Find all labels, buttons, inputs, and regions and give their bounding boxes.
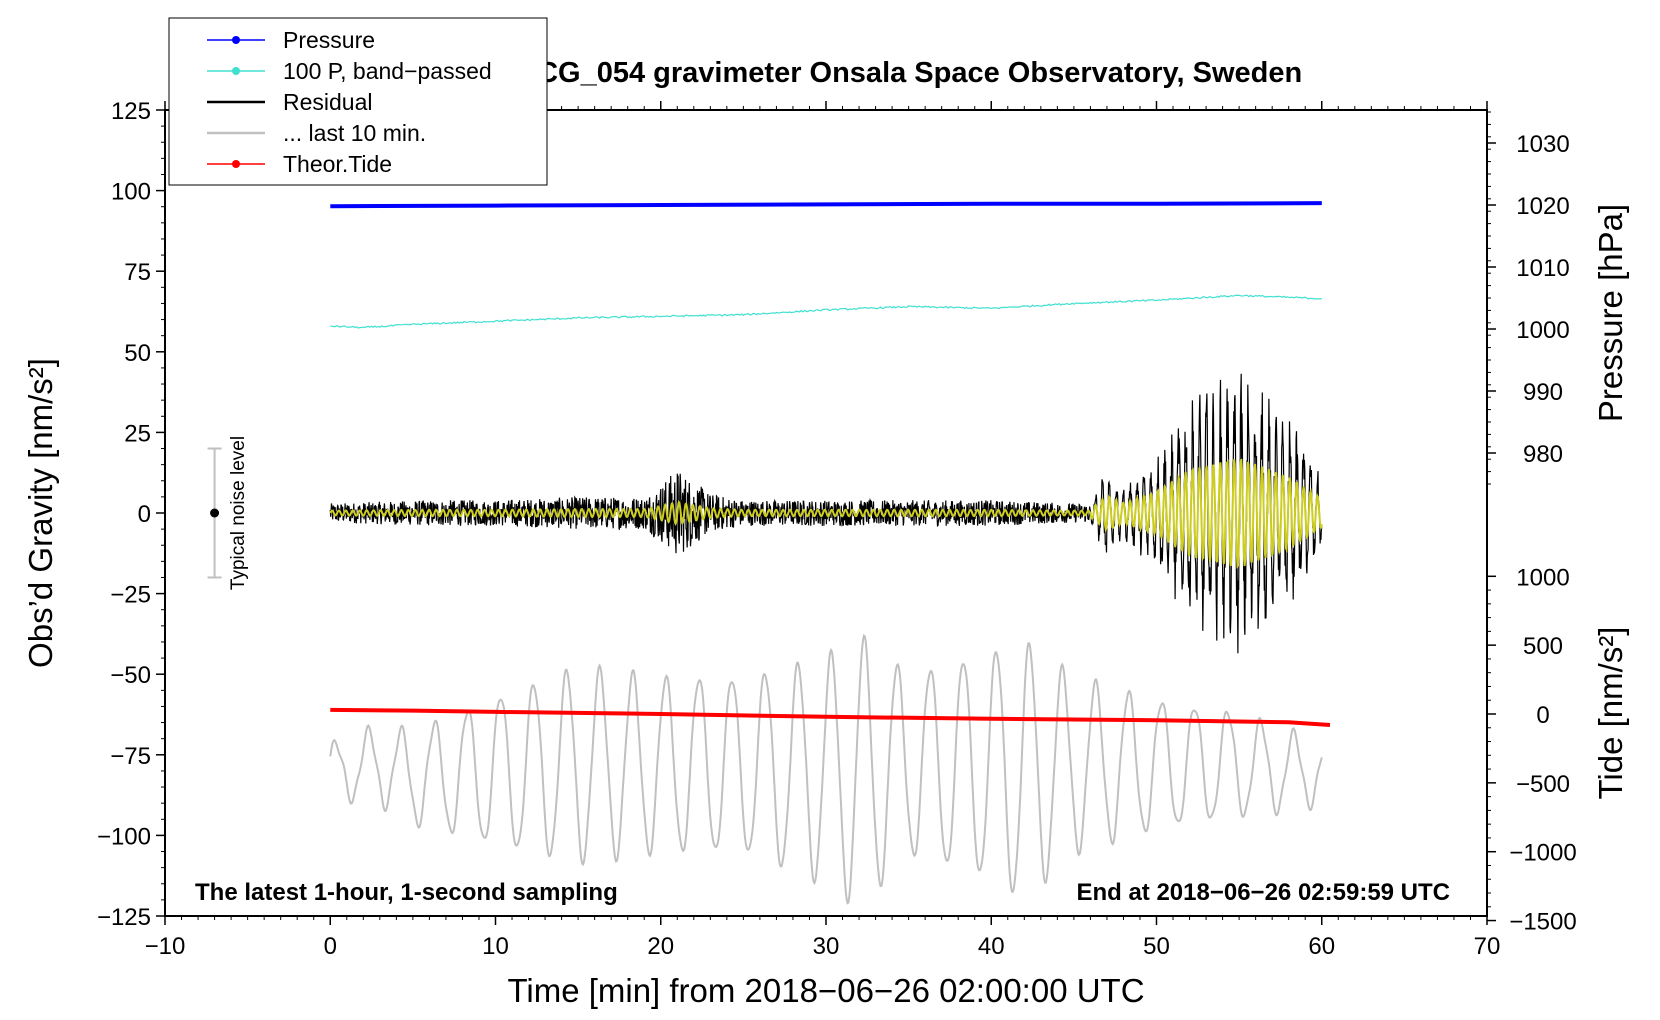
x-tick-label: 30 xyxy=(813,933,840,960)
x-axis-title: Time [min] from 2018−06−26 02:00:00 UTC xyxy=(507,972,1144,1009)
series-layer xyxy=(207,201,1331,905)
axis-ticks: −10 0 10 20 30 40 50 60 701251007550250−25−50−75… xyxy=(97,98,1577,960)
y-tick-label: 25 xyxy=(124,420,151,447)
y-tick-label: −50 xyxy=(110,662,151,689)
legend-label: 100 P, band−passed xyxy=(283,58,492,84)
x-tick-label: 70 xyxy=(1474,933,1501,960)
tide-tick-label: 1000 xyxy=(1516,564,1569,591)
y-axis-title-tide: Tide [nm/s²] xyxy=(1592,627,1629,800)
legend-label: Theor.Tide xyxy=(283,151,392,177)
y-axis-title-left: Obs’d Gravity [nm/s²] xyxy=(22,358,59,668)
legend-label: Residual xyxy=(283,89,373,115)
legend-label: Pressure xyxy=(283,27,375,53)
noise-bar-center xyxy=(210,508,220,518)
chart-title: SCG_054 gravimeter Onsala Space Observat… xyxy=(518,57,1302,89)
y-tick-label: −25 xyxy=(110,582,151,609)
x-tick-label: 40 xyxy=(978,933,1005,960)
x-tick-label: 50 xyxy=(1143,933,1170,960)
tide-tick-label: −500 xyxy=(1516,771,1570,798)
pressure-tick-label: 1030 xyxy=(1516,131,1569,158)
noise-level-label: Typical noise level xyxy=(228,436,249,590)
y-tick-label: 125 xyxy=(111,98,151,125)
x-tick-label: 20 xyxy=(647,933,674,960)
y-tick-label: −100 xyxy=(97,823,151,850)
tide-tick-label: 0 xyxy=(1536,702,1549,729)
tide-tick-label: −1500 xyxy=(1509,909,1576,936)
y-axis-title-pressure: Pressure [hPa] xyxy=(1592,204,1629,422)
note-sampling: The latest 1-hour, 1-second sampling xyxy=(195,879,618,906)
legend: Pressure 100 P, band−passed Residual ... la… xyxy=(168,17,548,186)
note-end-time: End at 2018−06−26 02:59:59 UTC xyxy=(1076,879,1450,906)
x-tick-label: 0 xyxy=(324,933,337,960)
y-tick-label: 100 xyxy=(111,179,151,206)
y-tick-label: −75 xyxy=(110,743,151,770)
x-tick-label: 60 xyxy=(1308,933,1335,960)
pressure-tick-label: 1020 xyxy=(1516,193,1569,220)
y-tick-label: 75 xyxy=(124,259,151,286)
tide-tick-label: 500 xyxy=(1523,633,1563,660)
series-100p-bandpassed xyxy=(330,294,1322,329)
y-tick-label: 50 xyxy=(124,340,151,367)
legend-marker xyxy=(232,160,240,168)
pressure-tick-label: 1010 xyxy=(1516,255,1569,282)
pressure-tick-label: 980 xyxy=(1523,441,1563,468)
series-theor-tide xyxy=(330,707,1331,727)
series-pressure xyxy=(330,201,1322,209)
series-bandpassed-residual xyxy=(329,458,1323,570)
legend-marker xyxy=(232,36,240,44)
y-tick-label: 0 xyxy=(138,501,151,528)
pressure-tick-label: 990 xyxy=(1523,379,1563,406)
series-last-10-min xyxy=(329,633,1323,905)
x-tick-label: −10 xyxy=(145,933,186,960)
legend-label: ... last 10 min. xyxy=(283,120,426,146)
tide-tick-label: −1000 xyxy=(1509,840,1576,867)
legend-marker xyxy=(232,67,240,75)
y-tick-label: −125 xyxy=(97,904,151,931)
x-tick-label: 10 xyxy=(482,933,509,960)
pressure-tick-label: 1000 xyxy=(1516,317,1569,344)
